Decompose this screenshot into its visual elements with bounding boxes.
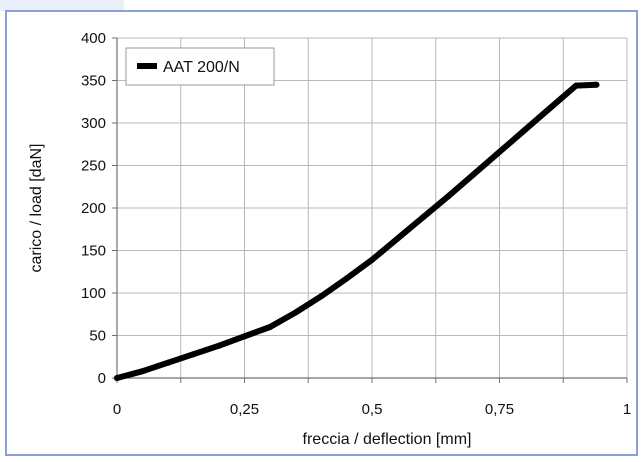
legend-box — [125, 47, 275, 86]
legend-label-aat-200-n: AAT 200/N — [163, 59, 240, 76]
data-point-0-0 — [114, 375, 120, 381]
chart-series — [114, 81, 600, 381]
frame-border — [5, 10, 638, 456]
x-axis-label: freccia / deflection [mm] — [303, 431, 472, 448]
data-point-0-4 — [216, 342, 222, 349]
series-line-0 — [114, 81, 600, 381]
chart-labels: freccia / deflection [mm] carico / load … — [28, 144, 471, 448]
data-point-0-14 — [471, 171, 477, 177]
y-tick-label-1: 50 — [89, 328, 106, 345]
x-tick-label-8: 1 — [623, 401, 631, 418]
frame-tab — [0, 0, 124, 11]
data-point-0-17 — [547, 104, 554, 111]
data-point-0-1 — [139, 368, 146, 375]
y-tick-label-8: 400 — [81, 30, 106, 47]
data-point-0-19 — [593, 81, 600, 88]
data-point-0-11 — [394, 235, 401, 242]
data-point-0-8 — [318, 293, 324, 300]
data-point-0-18 — [573, 82, 579, 89]
chart-grid — [116, 37, 628, 379]
x-tick-label-6: 0,75 — [485, 401, 514, 418]
data-point-0-13 — [445, 193, 452, 200]
y-axis-label: carico / load [daN] — [28, 144, 45, 273]
data-point-0-9 — [343, 275, 350, 282]
y-tick-label-3: 150 — [81, 243, 106, 260]
y-tick-label-4: 200 — [81, 200, 106, 217]
data-point-0-5 — [241, 333, 248, 340]
y-tick-label-7: 350 — [81, 73, 106, 90]
data-point-0-6 — [267, 324, 273, 330]
y-tick-label-6: 300 — [81, 115, 106, 132]
chart-legend: AAT 200/N — [125, 47, 275, 86]
x-tick-label-0: 0 — [113, 401, 121, 418]
data-point-0-10 — [369, 256, 375, 263]
data-point-0-12 — [420, 214, 426, 221]
data-point-0-15 — [496, 148, 503, 155]
data-point-0-3 — [190, 351, 197, 358]
y-tick-label-0: 0 — [98, 370, 106, 387]
data-point-0-2 — [165, 359, 171, 366]
x-tick-label-4: 0,5 — [362, 401, 383, 418]
y-tick-label-2: 100 — [81, 285, 106, 302]
x-tick-label-2: 0,25 — [230, 401, 259, 418]
chart-axes: 0 50 100 150 200 250 300 350 400 0 0,25 0,5 0,75 1 — [81, 30, 631, 418]
y-tick-label-5: 250 — [81, 158, 106, 175]
data-point-0-7 — [292, 309, 299, 316]
data-point-0-16 — [522, 126, 528, 133]
